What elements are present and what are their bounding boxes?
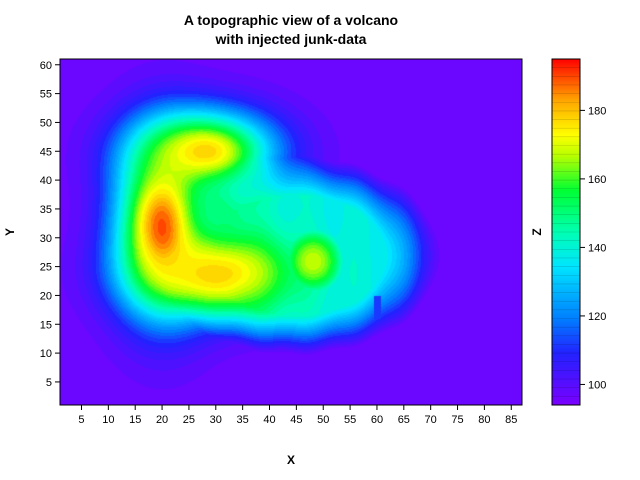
x-axis: 5 10 15 20 25 30 35 40 45 50 55 60 65 70 75 80 85 — [78, 405, 517, 426]
y-tick-label: 40 — [40, 175, 52, 187]
chart-title-line1: A topographic view of a volcano — [184, 12, 398, 28]
colorbar-tick-label: 180 — [588, 105, 606, 117]
y-tick-label: 20 — [40, 290, 52, 302]
x-tick-label: 80 — [478, 414, 490, 426]
y-tick-label: 50 — [40, 117, 52, 129]
x-tick-label: 35 — [237, 414, 249, 426]
colorbar-axis: 100 120 140 160 180 — [580, 105, 606, 391]
colorbar-tick-label: 120 — [588, 311, 606, 323]
colorbar-label: Z — [530, 228, 544, 235]
y-tick-label: 10 — [40, 348, 52, 360]
y-tick-label: 45 — [40, 146, 52, 158]
x-tick-label: 10 — [102, 414, 114, 426]
colorbar — [551, 58, 581, 406]
x-tick-label: 85 — [505, 414, 517, 426]
colorbar-steps — [552, 67, 580, 397]
x-tick-label: 65 — [398, 414, 410, 426]
plot-frame — [59, 58, 523, 406]
x-axis-label: X — [287, 453, 295, 467]
x-tick-label: 30 — [210, 414, 222, 426]
x-tick-label: 40 — [263, 414, 275, 426]
y-tick-label: 30 — [40, 233, 52, 245]
x-tick-label: 55 — [344, 414, 356, 426]
y-axis-label: Y — [3, 228, 17, 236]
x-tick-label: 60 — [371, 414, 383, 426]
chart-title-line2: with injected junk-data — [215, 31, 367, 47]
y-tick-label: 55 — [40, 89, 52, 101]
y-tick-label: 25 — [40, 262, 52, 274]
x-tick-label: 20 — [156, 414, 168, 426]
y-tick-label: 15 — [40, 319, 52, 331]
y-tick-label: 5 — [46, 377, 52, 389]
y-axis: 5 10 15 20 25 30 35 40 45 50 55 60 — [40, 60, 60, 389]
colorbar-tick-label: 160 — [588, 174, 606, 186]
y-tick-label: 35 — [40, 204, 52, 216]
x-tick-label: 70 — [425, 414, 437, 426]
x-tick-label: 50 — [317, 414, 329, 426]
x-tick-label: 15 — [129, 414, 141, 426]
x-tick-label: 45 — [290, 414, 302, 426]
heatmap-area — [60, 59, 522, 405]
colorbar-tick-label: 140 — [588, 242, 606, 254]
x-tick-label: 75 — [451, 414, 463, 426]
x-tick-label: 25 — [183, 414, 195, 426]
y-tick-label: 60 — [40, 60, 52, 72]
heatmap-image — [60, 59, 522, 405]
colorbar-tick-label: 100 — [588, 379, 606, 391]
x-tick-label: 5 — [78, 414, 84, 426]
